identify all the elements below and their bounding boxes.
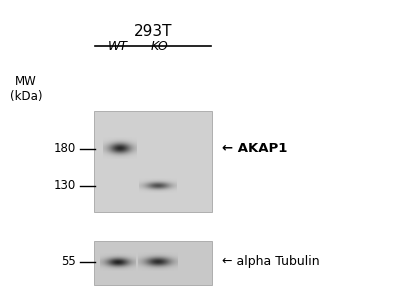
Text: ← alpha Tubulin: ← alpha Tubulin xyxy=(222,255,320,268)
Text: 180: 180 xyxy=(54,142,76,155)
Text: ← AKAP1: ← AKAP1 xyxy=(222,142,287,155)
Text: WT: WT xyxy=(108,40,128,53)
Text: 293T: 293T xyxy=(134,23,172,39)
Text: KO: KO xyxy=(151,40,169,53)
Text: MW
(kDa): MW (kDa) xyxy=(10,75,42,103)
Text: 130: 130 xyxy=(54,179,76,192)
Bar xyxy=(94,241,212,285)
Bar xyxy=(94,111,212,212)
Text: 55: 55 xyxy=(61,255,76,268)
